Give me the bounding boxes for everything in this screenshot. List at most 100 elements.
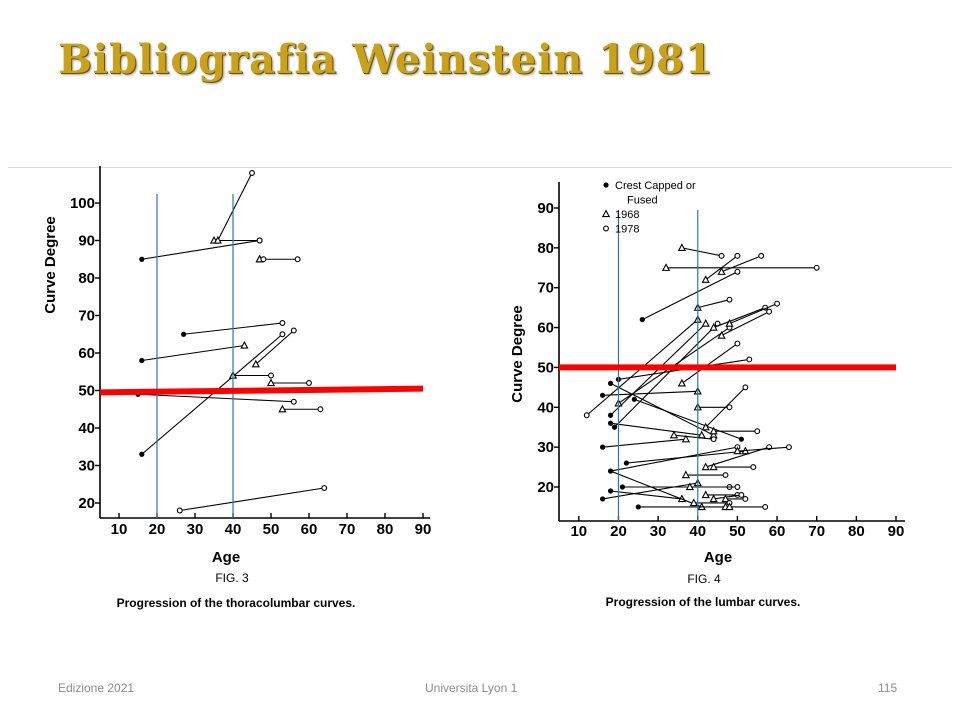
x-tick-label: 80 bbox=[848, 523, 865, 540]
data-point bbox=[279, 331, 286, 338]
x-axis-label: Age bbox=[212, 549, 240, 566]
y-tick-label: 50 bbox=[78, 383, 95, 400]
data-point bbox=[290, 327, 297, 334]
series-line bbox=[697, 299, 730, 309]
x-tick-label: 30 bbox=[650, 523, 667, 540]
data-point bbox=[813, 264, 820, 271]
data-point bbox=[279, 320, 286, 326]
data-point bbox=[750, 464, 757, 471]
legend-marker bbox=[601, 209, 611, 218]
y-tick-label: 70 bbox=[537, 280, 554, 297]
series-line bbox=[141, 333, 283, 455]
x-tick-label: 70 bbox=[339, 521, 356, 538]
y-tick-label: 40 bbox=[78, 420, 95, 437]
series-line bbox=[141, 239, 260, 260]
data-point bbox=[635, 504, 641, 510]
legend-marker bbox=[603, 182, 609, 188]
data-point bbox=[689, 498, 698, 507]
x-tick-label: 80 bbox=[377, 521, 394, 538]
series-line bbox=[141, 344, 245, 362]
y-tick-label: 80 bbox=[78, 270, 95, 287]
series-line bbox=[626, 450, 746, 464]
series-line bbox=[721, 255, 762, 273]
data-point bbox=[681, 470, 690, 479]
series-line bbox=[705, 446, 770, 468]
series-line bbox=[681, 343, 738, 384]
data-point bbox=[317, 406, 324, 413]
data-point bbox=[677, 243, 687, 252]
x-tick-label: 50 bbox=[263, 521, 280, 538]
data-point bbox=[139, 256, 145, 262]
series-line bbox=[614, 323, 718, 428]
series-line bbox=[602, 482, 698, 500]
series-line bbox=[713, 494, 742, 500]
data-point bbox=[774, 300, 781, 307]
series-line bbox=[137, 393, 294, 403]
figure-caption: FIG. 3 bbox=[215, 571, 249, 585]
data-point bbox=[734, 252, 741, 259]
data-point bbox=[181, 331, 187, 337]
data-point bbox=[278, 404, 287, 413]
data-point bbox=[321, 485, 328, 491]
series-line bbox=[713, 307, 766, 329]
x-tick-label: 10 bbox=[570, 523, 587, 540]
chart-title: Progression of the thoracolumbar curves. bbox=[117, 596, 356, 610]
data-point bbox=[607, 488, 614, 494]
data-point bbox=[176, 507, 183, 514]
y-tick-label: 60 bbox=[537, 320, 554, 337]
data-point bbox=[639, 317, 645, 323]
legend-label: 1978 bbox=[615, 224, 639, 236]
data-point bbox=[290, 398, 297, 405]
header-divider bbox=[8, 167, 952, 168]
series-line bbox=[610, 490, 682, 500]
series-line bbox=[642, 271, 738, 321]
y-tick-label: 60 bbox=[78, 345, 95, 362]
data-point bbox=[734, 484, 741, 490]
data-point bbox=[725, 502, 734, 511]
series-line bbox=[705, 386, 746, 428]
data-point bbox=[623, 460, 630, 466]
y-tick-label: 20 bbox=[78, 495, 95, 512]
x-tick-label: 20 bbox=[610, 523, 627, 540]
data-point bbox=[709, 426, 718, 435]
x-tick-label: 30 bbox=[187, 521, 204, 538]
series-line bbox=[673, 434, 714, 440]
threshold-line bbox=[99, 385, 424, 396]
data-point bbox=[725, 319, 734, 327]
chart-title: Progression of the lumbar curves. bbox=[606, 595, 801, 609]
series-line bbox=[634, 398, 742, 440]
data-point bbox=[701, 422, 710, 431]
data-point bbox=[709, 323, 718, 331]
data-point bbox=[669, 430, 679, 439]
data-point bbox=[619, 484, 626, 490]
data-point bbox=[734, 340, 741, 347]
data-point bbox=[709, 462, 718, 471]
data-point bbox=[213, 235, 222, 244]
data-point bbox=[631, 396, 637, 402]
series-line bbox=[610, 446, 738, 472]
slide-title: Bibliografia Weinstein 1981 bbox=[58, 36, 714, 83]
legend-marker bbox=[603, 225, 609, 232]
data-point bbox=[746, 356, 753, 363]
series-line bbox=[602, 438, 686, 448]
data-point bbox=[738, 492, 745, 498]
data-point bbox=[260, 256, 267, 263]
x-tick-label: 20 bbox=[149, 521, 166, 538]
data-point bbox=[718, 252, 725, 259]
footer-edition: Edizione 2021 bbox=[58, 681, 135, 695]
data-point bbox=[139, 357, 145, 364]
x-tick-label: 40 bbox=[225, 521, 242, 538]
data-point bbox=[251, 359, 260, 368]
x-tick-label: 60 bbox=[769, 523, 786, 540]
data-point bbox=[256, 237, 263, 244]
chart-thoracolumbar: Curve Degree Age FIG. 3 Progression of t… bbox=[42, 166, 431, 610]
data-point bbox=[701, 462, 710, 471]
data-point bbox=[786, 444, 792, 451]
x-tick-label: 70 bbox=[808, 523, 825, 540]
x-axis-label: Age bbox=[704, 549, 732, 566]
x-tick-label: 10 bbox=[111, 521, 128, 538]
y-axis-label: Curve Degree bbox=[509, 305, 526, 403]
legend-label: Crest Capped or bbox=[615, 180, 696, 192]
data-point bbox=[268, 372, 274, 379]
